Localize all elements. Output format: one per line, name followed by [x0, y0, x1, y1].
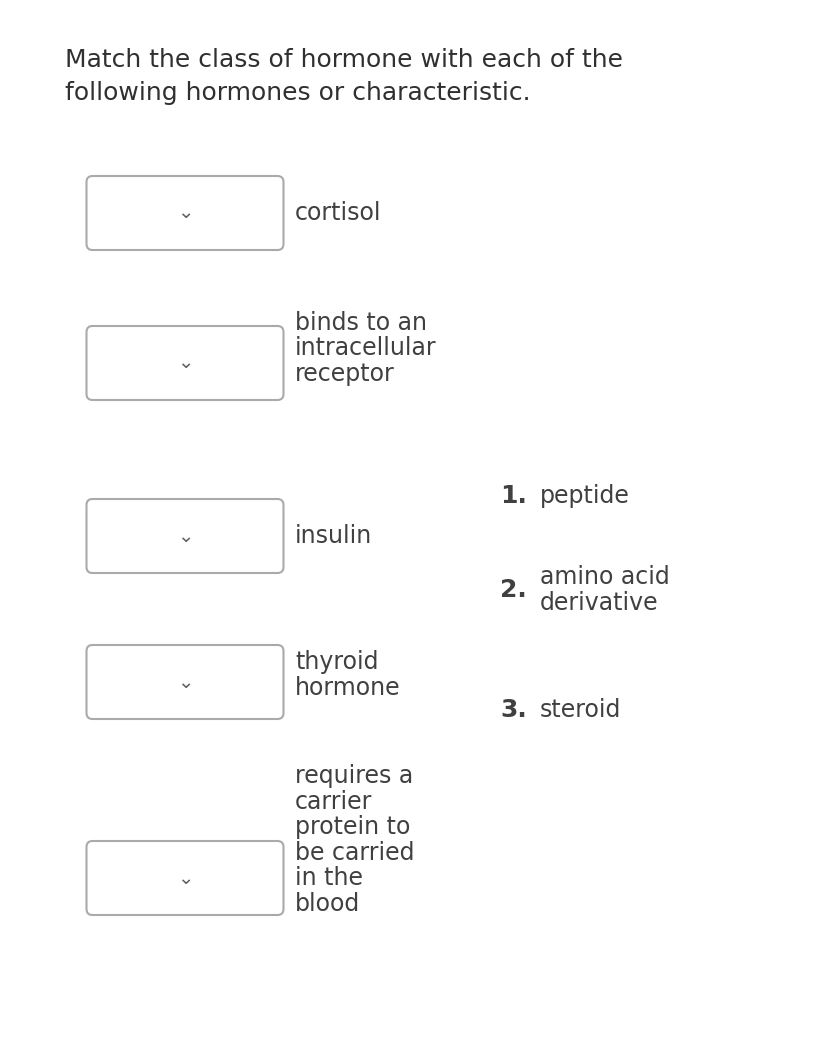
Text: ⌄: ⌄	[177, 673, 193, 692]
Text: 3.: 3.	[500, 698, 526, 722]
Text: ⌄: ⌄	[177, 868, 193, 888]
Text: in the: in the	[294, 866, 362, 890]
Text: blood: blood	[294, 892, 360, 915]
Text: 1.: 1.	[500, 484, 526, 508]
Text: amino acid: amino acid	[539, 566, 669, 589]
Text: be carried: be carried	[294, 841, 414, 864]
FancyBboxPatch shape	[86, 176, 283, 250]
Text: ⌄: ⌄	[177, 354, 193, 372]
Text: thyroid: thyroid	[294, 651, 378, 674]
Text: protein to: protein to	[294, 815, 410, 840]
Text: ⌄: ⌄	[177, 526, 193, 545]
Text: steroid: steroid	[539, 698, 620, 722]
Text: derivative: derivative	[539, 591, 657, 614]
FancyBboxPatch shape	[86, 499, 283, 573]
Text: binds to an: binds to an	[294, 310, 427, 335]
Text: insulin: insulin	[294, 524, 372, 549]
FancyBboxPatch shape	[86, 645, 283, 719]
Text: receptor: receptor	[294, 361, 394, 386]
Text: Match the class of hormone with each of the
following hormones or characteristic: Match the class of hormone with each of …	[65, 48, 622, 104]
Text: cortisol: cortisol	[294, 201, 381, 225]
FancyBboxPatch shape	[86, 326, 283, 400]
FancyBboxPatch shape	[86, 841, 283, 915]
Text: hormone: hormone	[294, 676, 400, 699]
Text: requires a: requires a	[294, 764, 413, 789]
Text: intracellular: intracellular	[294, 336, 436, 360]
Text: ⌄: ⌄	[177, 203, 193, 222]
Text: carrier: carrier	[294, 790, 372, 814]
Text: 2.: 2.	[500, 578, 526, 602]
Text: peptide: peptide	[539, 484, 629, 508]
